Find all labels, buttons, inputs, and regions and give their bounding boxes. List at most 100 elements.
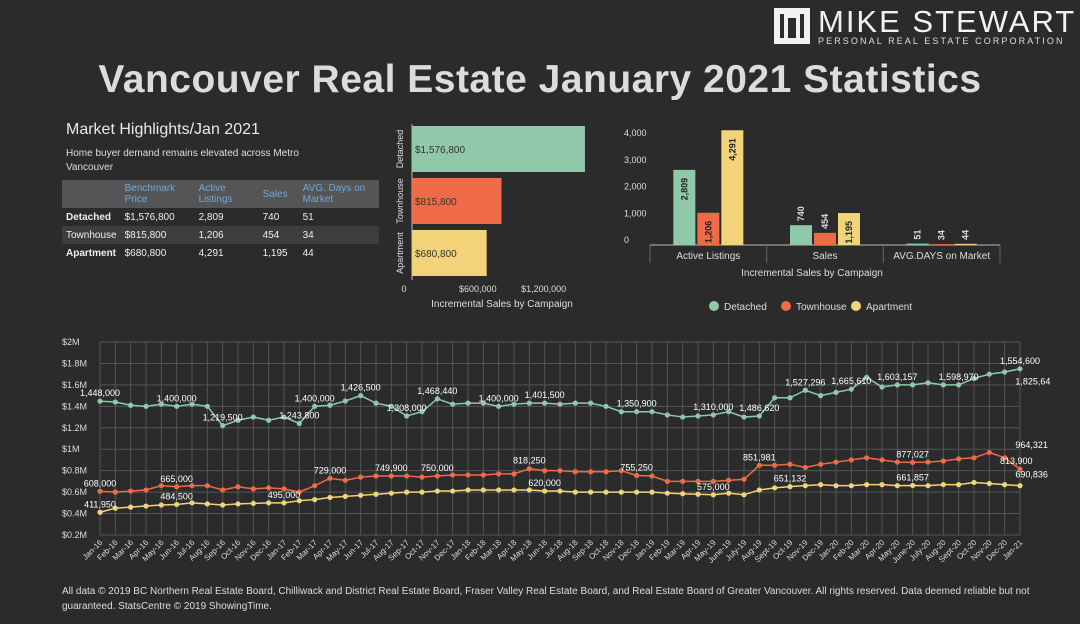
data-point bbox=[818, 482, 824, 488]
data-point bbox=[526, 400, 532, 406]
data-label: 1,554,600 bbox=[1000, 356, 1040, 366]
data-label: 620,000 bbox=[528, 478, 561, 488]
data-label: 661,857 bbox=[896, 472, 929, 482]
data-label: 1,243,800 bbox=[279, 410, 319, 420]
data-point bbox=[572, 489, 578, 495]
category-label: Active Listings bbox=[676, 251, 740, 262]
data-point bbox=[250, 414, 256, 420]
data-label: 877,027 bbox=[896, 449, 929, 459]
y-tick-label: 1,000 bbox=[624, 208, 647, 218]
data-label: 1,603,157 bbox=[877, 372, 917, 382]
data-point bbox=[235, 417, 241, 423]
page-title: Vancouver Real Estate January 2021 Stati… bbox=[98, 58, 982, 101]
data-point bbox=[710, 478, 716, 484]
data-point bbox=[588, 469, 594, 475]
data-point bbox=[312, 497, 318, 503]
data-point bbox=[128, 504, 134, 510]
bar-apartment bbox=[954, 243, 977, 245]
y-tick-label: 2,000 bbox=[624, 182, 647, 192]
data-point bbox=[802, 387, 808, 393]
data-point bbox=[450, 488, 456, 494]
data-point bbox=[787, 395, 793, 401]
data-label: 1,219,500 bbox=[203, 413, 243, 423]
data-point bbox=[1017, 466, 1023, 472]
bar-detached bbox=[790, 225, 812, 245]
y-tick-label: 3,000 bbox=[624, 155, 647, 165]
bar-apartment bbox=[721, 130, 744, 245]
y-tick-label: $1.2M bbox=[62, 423, 87, 433]
data-point bbox=[603, 469, 609, 475]
bar-value-label: $815,800 bbox=[415, 197, 457, 208]
data-point bbox=[358, 393, 364, 399]
data-point bbox=[496, 487, 502, 493]
data-point bbox=[956, 456, 962, 462]
data-point bbox=[956, 482, 962, 488]
data-point bbox=[204, 483, 210, 489]
data-point bbox=[848, 483, 854, 489]
bar-townhouse bbox=[930, 244, 953, 246]
data-point bbox=[281, 486, 287, 492]
data-point bbox=[772, 462, 778, 468]
data-point bbox=[158, 502, 164, 508]
row-label: Townhouse bbox=[62, 226, 121, 244]
data-label: 750,000 bbox=[421, 463, 454, 473]
data-point bbox=[526, 487, 532, 493]
category-label: Sales bbox=[812, 251, 837, 262]
data-label: 1,350,900 bbox=[617, 399, 657, 409]
data-label: 1,308,000 bbox=[387, 403, 427, 413]
bar-detached bbox=[673, 169, 696, 245]
data-label: 575,000 bbox=[697, 482, 730, 492]
row-label: Detached bbox=[66, 211, 112, 223]
data-point bbox=[327, 402, 333, 408]
data-point bbox=[925, 380, 931, 386]
data-point bbox=[848, 457, 854, 463]
data-point bbox=[220, 487, 226, 493]
data-point bbox=[388, 473, 394, 479]
legend-label: Townhouse bbox=[796, 302, 847, 313]
data-point bbox=[358, 492, 364, 498]
table-cell: 1,206 bbox=[194, 226, 259, 244]
bar-townhouse bbox=[697, 212, 720, 245]
data-point bbox=[726, 490, 732, 496]
data-point bbox=[956, 382, 962, 388]
data-point bbox=[174, 501, 180, 508]
data-point bbox=[726, 477, 732, 483]
bar-townhouse bbox=[412, 178, 502, 224]
data-point bbox=[128, 402, 134, 408]
table-cell: $1,576,800 bbox=[124, 211, 175, 223]
data-point bbox=[618, 489, 624, 495]
data-point bbox=[158, 483, 164, 489]
data-label: 1,598,970 bbox=[939, 372, 979, 382]
data-point bbox=[434, 396, 440, 402]
table-cell: 51 bbox=[302, 211, 314, 223]
data-point bbox=[373, 491, 379, 497]
data-point bbox=[588, 400, 594, 406]
data-point bbox=[542, 488, 548, 494]
bar-value-label: 740 bbox=[796, 206, 806, 221]
table-row: Apartment $680,800 4,291 1,195 44 bbox=[62, 244, 379, 262]
data-label: 1,486,620 bbox=[739, 403, 779, 413]
data-point bbox=[143, 403, 149, 409]
data-point bbox=[312, 403, 318, 409]
table-header: Active Listings bbox=[194, 180, 259, 208]
x-axis-title: Incremental Sales by Campaign bbox=[431, 299, 573, 310]
data-point bbox=[480, 487, 486, 493]
row-label: Apartment bbox=[66, 247, 117, 259]
data-point bbox=[864, 374, 870, 380]
data-point bbox=[189, 401, 195, 407]
data-point bbox=[756, 462, 762, 468]
data-point bbox=[97, 509, 103, 515]
data-point bbox=[296, 420, 302, 427]
data-point bbox=[710, 492, 716, 498]
data-point bbox=[450, 401, 456, 407]
data-point bbox=[404, 489, 410, 495]
data-point bbox=[1002, 455, 1008, 461]
data-point bbox=[450, 472, 456, 478]
data-point bbox=[281, 500, 287, 506]
data-point bbox=[373, 400, 379, 406]
data-label: 1,400,000 bbox=[479, 393, 519, 403]
data-point bbox=[112, 505, 118, 511]
data-point bbox=[97, 398, 103, 404]
category-label: Apartment bbox=[395, 232, 405, 274]
y-tick-label: $2M bbox=[62, 337, 80, 347]
